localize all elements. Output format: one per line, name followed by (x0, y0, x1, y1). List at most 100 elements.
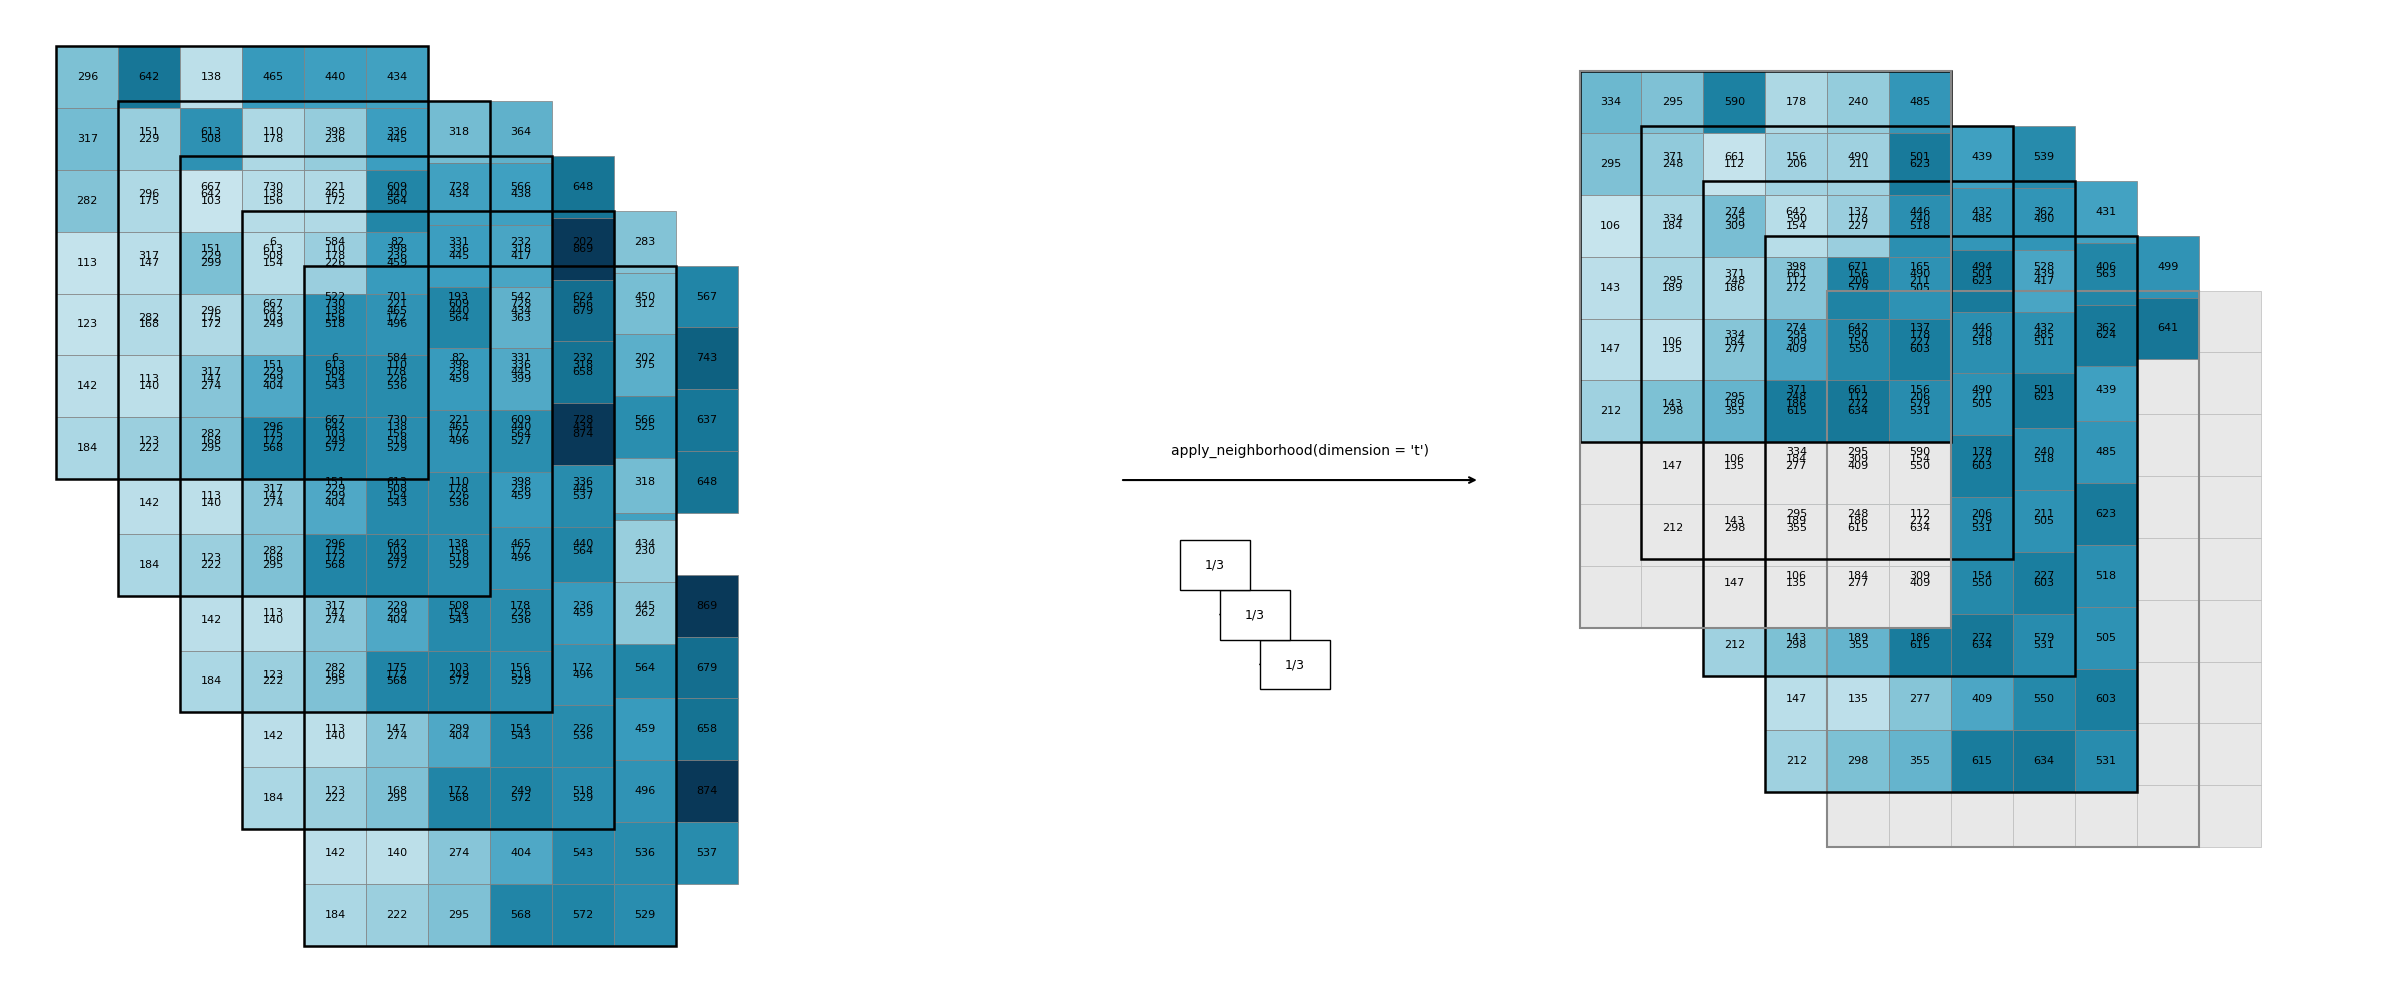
Bar (1951, 497, 2014, 559)
Bar (180, 417, 242, 479)
Text: 505: 505 (2095, 633, 2117, 643)
Text: 240: 240 (1910, 214, 1930, 224)
Text: 123: 123 (77, 319, 98, 329)
Bar (365, 705, 427, 767)
Bar (305, 575, 365, 637)
Bar (1579, 380, 1642, 442)
Bar (55, 232, 118, 294)
Text: 434: 434 (386, 72, 408, 82)
Bar (1951, 291, 2014, 352)
Text: 398: 398 (449, 360, 470, 370)
Bar (1642, 504, 1704, 566)
Bar (55, 417, 118, 479)
Text: 525: 525 (634, 422, 655, 432)
Text: 404: 404 (511, 848, 530, 858)
Bar (490, 266, 552, 327)
Text: 168: 168 (262, 553, 283, 563)
Bar (427, 884, 490, 946)
Text: 299: 299 (449, 724, 470, 734)
Bar (1951, 723, 2014, 785)
Text: 334: 334 (1601, 97, 1620, 107)
Bar (1826, 257, 1889, 319)
Bar (1766, 483, 1826, 545)
Text: 172: 172 (262, 436, 283, 446)
Text: 590: 590 (1848, 330, 1870, 340)
Bar (614, 513, 677, 575)
Bar (242, 108, 305, 170)
Bar (1889, 428, 1951, 490)
Bar (1951, 250, 2014, 312)
Bar (1642, 312, 1704, 373)
Text: 295: 295 (449, 910, 470, 920)
Bar (305, 410, 365, 472)
Bar (614, 582, 677, 644)
Bar (427, 225, 490, 287)
Bar (2014, 723, 2076, 785)
Text: 262: 262 (634, 608, 655, 618)
Bar (305, 280, 365, 341)
Text: 543: 543 (571, 848, 593, 858)
Bar (1766, 504, 1826, 566)
Text: 518: 518 (386, 436, 408, 446)
Bar (490, 348, 552, 410)
Text: 371: 371 (1723, 269, 1745, 279)
Text: 511: 511 (2033, 337, 2054, 347)
Bar (365, 575, 427, 637)
Bar (180, 163, 242, 225)
Bar (427, 534, 490, 596)
Text: 363: 363 (511, 313, 530, 323)
Bar (490, 651, 552, 712)
Bar (1642, 319, 1704, 380)
Bar (365, 582, 427, 644)
Bar (552, 458, 614, 520)
Bar (365, 458, 427, 520)
Bar (1951, 373, 2014, 435)
Bar (1889, 490, 1951, 552)
Text: 178: 178 (1970, 447, 1992, 457)
Bar (1889, 257, 1951, 319)
Bar (490, 341, 552, 403)
Text: 143: 143 (1723, 516, 1745, 526)
Text: 6: 6 (269, 237, 276, 247)
Bar (2136, 785, 2198, 847)
Bar (242, 458, 305, 520)
Bar (1889, 566, 1951, 628)
Bar (1826, 435, 1889, 497)
Bar (1766, 188, 1826, 250)
Bar (1642, 566, 1704, 628)
Text: 226: 226 (386, 374, 408, 384)
Bar (365, 451, 427, 513)
Bar (1766, 236, 1826, 298)
Text: 113: 113 (262, 608, 283, 618)
Bar (1642, 442, 1704, 504)
Bar (2076, 243, 2136, 305)
Bar (490, 527, 552, 589)
Text: 282: 282 (262, 546, 283, 556)
Text: 103: 103 (262, 313, 283, 323)
Text: 295: 295 (1661, 97, 1682, 107)
Bar (365, 156, 427, 218)
Text: 317: 317 (324, 601, 346, 611)
Text: 277: 277 (1910, 694, 1932, 704)
Bar (1642, 126, 1704, 188)
Text: 274: 274 (202, 381, 221, 391)
Bar (1704, 181, 2076, 676)
Text: 364: 364 (511, 127, 530, 137)
Bar (365, 637, 427, 698)
Bar (1826, 490, 1889, 552)
Bar (180, 651, 242, 712)
Text: 459: 459 (449, 374, 470, 384)
Text: 211: 211 (1910, 276, 1930, 286)
Text: 110: 110 (449, 477, 470, 487)
Text: 206: 206 (1786, 159, 1807, 169)
Text: 671: 671 (1848, 262, 1870, 272)
Bar (2014, 538, 2076, 600)
Bar (55, 108, 118, 170)
Bar (490, 705, 552, 767)
Bar (305, 273, 365, 334)
Bar (242, 396, 305, 458)
Text: 508: 508 (449, 601, 470, 611)
Bar (427, 822, 490, 884)
Bar (427, 287, 490, 348)
Bar (305, 355, 365, 417)
